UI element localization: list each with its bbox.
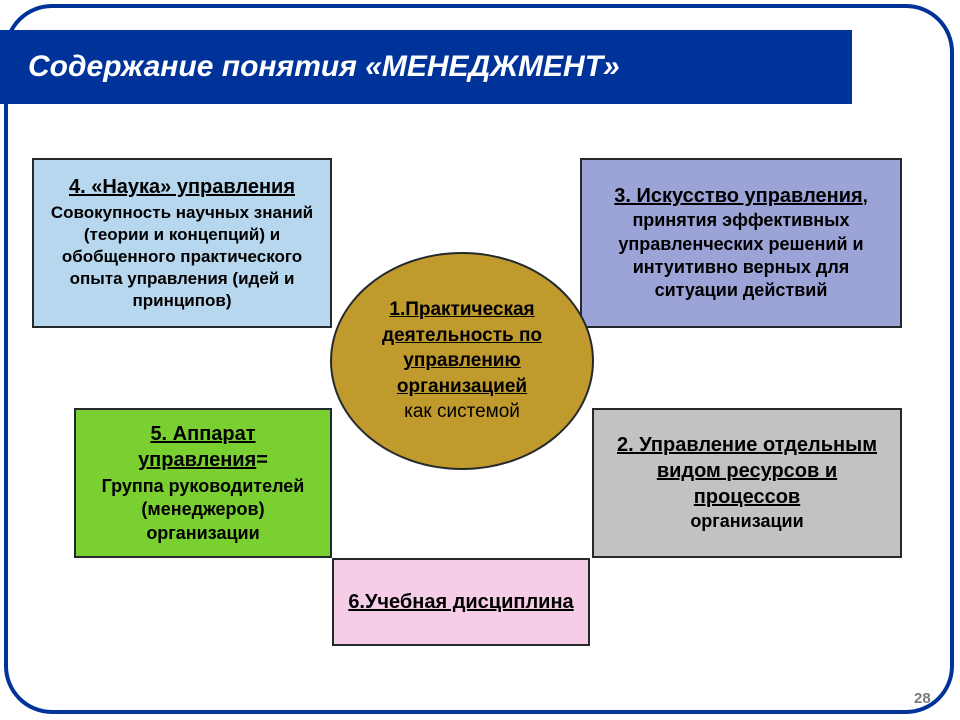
title-bar: Содержание понятия «МЕНЕДЖМЕНТ» bbox=[0, 30, 852, 104]
center-underlined: 1.Практическая деятельность по управлени… bbox=[350, 297, 574, 400]
center-ellipse: 1.Практическая деятельность по управлени… bbox=[330, 252, 594, 470]
slide-title: Содержание понятия «МЕНЕДЖМЕНТ» bbox=[28, 50, 620, 84]
center-plain: как системой bbox=[350, 399, 574, 425]
box-apparatus: 5. Аппарат управления= Группа руководите… bbox=[74, 408, 332, 558]
box-discipline: 6.Учебная дисциплина bbox=[332, 558, 590, 646]
box-discipline-title: 6.Учебная дисциплина bbox=[342, 589, 580, 615]
box-science: 4. «Наука» управления Совокупность научн… bbox=[32, 158, 332, 328]
box-apparatus-titleline: 5. Аппарат управления= bbox=[84, 421, 322, 473]
box-science-title: 4. «Наука» управления bbox=[42, 174, 322, 200]
box-apparatus-body: Группа руководителей (менеджеров) органи… bbox=[84, 475, 322, 545]
box-apparatus-title: 5. Аппарат управления bbox=[138, 423, 256, 471]
box-science-body: Совокупность научных знаний (теории и ко… bbox=[42, 202, 322, 312]
box-resources: 2. Управление отдельным видом ресурсов и… bbox=[592, 408, 902, 558]
box-resources-body: организации bbox=[602, 510, 892, 533]
page-number: 28 bbox=[914, 690, 931, 707]
box-art-title: 3. Искусство управления bbox=[614, 185, 862, 207]
box-apparatus-equals: = bbox=[256, 449, 268, 471]
box-art-content: 3. Искусство управления, принятия эффект… bbox=[590, 183, 892, 303]
box-resources-title: 2. Управление отдельным видом ресурсов и… bbox=[602, 432, 892, 510]
box-art: 3. Искусство управления, принятия эффект… bbox=[580, 158, 902, 328]
